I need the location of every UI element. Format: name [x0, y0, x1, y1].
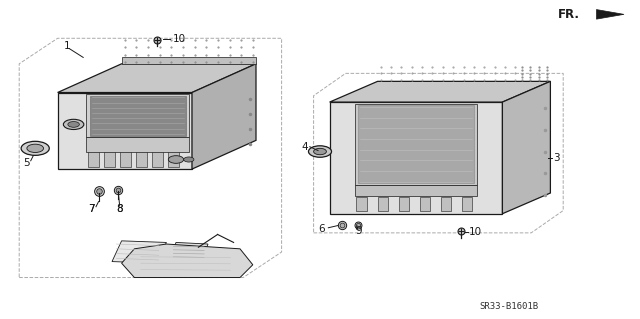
Text: 7: 7 [88, 204, 95, 214]
Text: SR33-B1601B: SR33-B1601B [479, 302, 538, 311]
Text: 4: 4 [301, 142, 308, 152]
Polygon shape [192, 64, 256, 169]
Text: 9: 9 [355, 226, 362, 236]
Circle shape [308, 146, 332, 157]
Polygon shape [355, 104, 477, 185]
Polygon shape [330, 81, 550, 102]
Polygon shape [399, 197, 409, 211]
Text: 7: 7 [88, 204, 95, 214]
Polygon shape [122, 244, 253, 278]
Polygon shape [152, 152, 163, 167]
Circle shape [27, 144, 44, 152]
Polygon shape [355, 185, 477, 196]
Polygon shape [122, 57, 256, 64]
Polygon shape [596, 10, 624, 19]
Polygon shape [58, 64, 256, 93]
Polygon shape [104, 152, 115, 167]
Polygon shape [90, 96, 186, 136]
Text: 10: 10 [469, 227, 483, 237]
Text: FR.: FR. [558, 8, 580, 21]
Polygon shape [88, 152, 99, 167]
Circle shape [68, 122, 79, 127]
Polygon shape [330, 102, 502, 214]
Circle shape [21, 141, 49, 155]
Polygon shape [120, 152, 131, 167]
Polygon shape [168, 152, 179, 167]
Text: 5: 5 [24, 158, 30, 168]
Polygon shape [441, 197, 451, 211]
Polygon shape [378, 197, 388, 211]
Polygon shape [462, 197, 472, 211]
Polygon shape [502, 81, 550, 214]
Polygon shape [86, 137, 189, 152]
Polygon shape [112, 241, 166, 263]
Polygon shape [358, 105, 474, 183]
Polygon shape [58, 93, 192, 169]
Circle shape [63, 119, 84, 130]
Text: 3: 3 [554, 153, 560, 163]
Text: 8: 8 [116, 204, 123, 214]
Polygon shape [170, 242, 208, 262]
Polygon shape [356, 197, 367, 211]
Text: 1: 1 [64, 41, 70, 51]
Polygon shape [86, 94, 189, 137]
Polygon shape [420, 197, 430, 211]
Circle shape [168, 156, 184, 163]
Text: 6: 6 [319, 224, 325, 234]
Circle shape [314, 148, 326, 155]
Text: 10: 10 [173, 34, 186, 44]
Circle shape [184, 157, 194, 162]
Polygon shape [136, 152, 147, 167]
Text: 8: 8 [116, 204, 123, 214]
